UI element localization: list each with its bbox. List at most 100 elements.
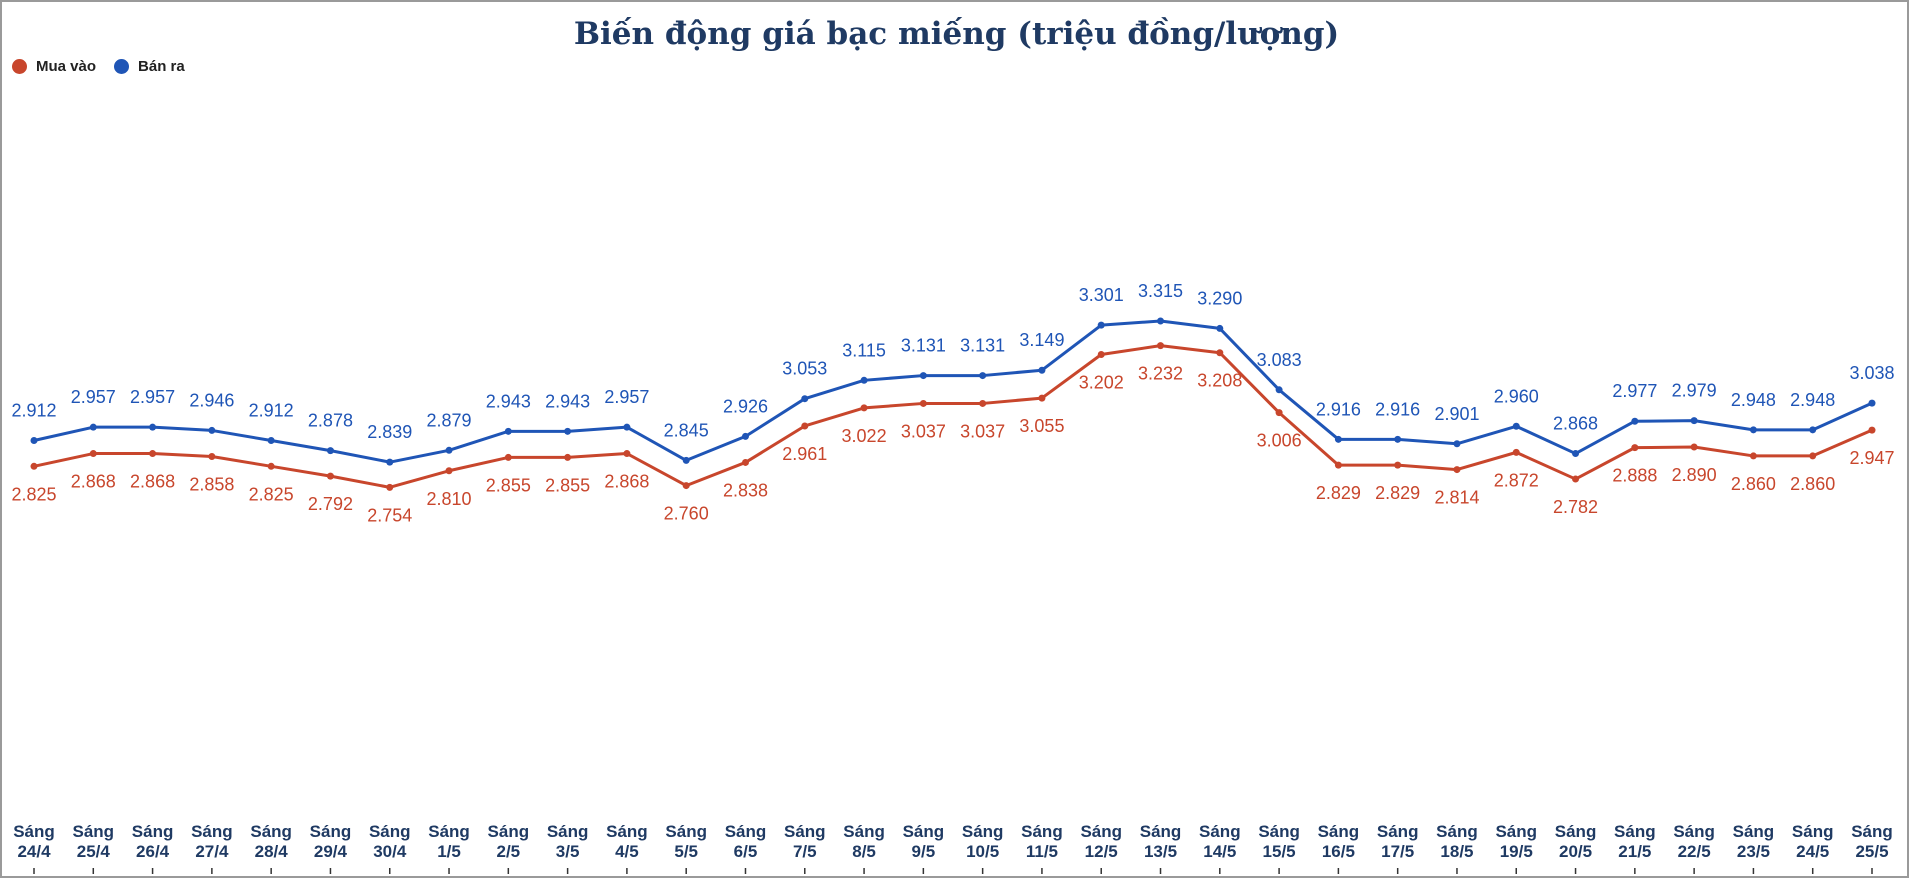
data-point bbox=[1334, 461, 1342, 469]
data-point bbox=[208, 426, 216, 434]
x-tick-label: Sáng 22/5 bbox=[1673, 822, 1715, 861]
data-point bbox=[801, 422, 809, 430]
data-label: 2.868 bbox=[130, 472, 175, 492]
x-tick-label: Sáng 5/5 bbox=[665, 822, 707, 861]
data-label: 3.037 bbox=[901, 421, 946, 441]
data-label: 2.943 bbox=[545, 391, 590, 411]
data-point bbox=[623, 450, 631, 458]
chart-title: Biến động giá bạc miếng (triệu đồng/lượn… bbox=[573, 16, 1340, 52]
x-tick-label: Sáng 20/5 bbox=[1555, 822, 1597, 861]
x-tick-label: Sáng 10/5 bbox=[962, 822, 1004, 861]
x-tick-label: Sáng 17/5 bbox=[1377, 822, 1419, 861]
data-point bbox=[504, 427, 512, 435]
series-line-0 bbox=[32, 344, 1874, 489]
data-point bbox=[1749, 426, 1757, 434]
x-tick-label: Sáng 19/5 bbox=[1495, 822, 1537, 861]
data-label: 2.839 bbox=[367, 422, 412, 442]
data-label: 3.202 bbox=[1079, 373, 1124, 393]
data-point bbox=[326, 472, 334, 480]
data-point bbox=[267, 437, 275, 445]
data-label: 2.912 bbox=[249, 401, 294, 421]
x-tick-label: Sáng 14/5 bbox=[1199, 822, 1241, 861]
data-label: 2.860 bbox=[1731, 474, 1776, 494]
data-label: 2.946 bbox=[189, 390, 234, 410]
x-tick-label: Sáng 2/5 bbox=[488, 822, 530, 861]
data-label: 2.860 bbox=[1790, 474, 1835, 494]
data-point bbox=[1572, 475, 1580, 483]
data-label: 2.926 bbox=[723, 396, 768, 416]
x-tick-label: Sáng 30/4 bbox=[369, 822, 411, 861]
data-point bbox=[1453, 440, 1461, 448]
data-label: 2.916 bbox=[1316, 399, 1361, 419]
data-label: 3.131 bbox=[901, 336, 946, 356]
data-point bbox=[564, 427, 572, 435]
data-label: 2.754 bbox=[367, 505, 412, 525]
data-label: 2.829 bbox=[1316, 483, 1361, 503]
data-point bbox=[1275, 409, 1283, 417]
data-point bbox=[1038, 366, 1046, 374]
data-point bbox=[919, 399, 927, 407]
data-point bbox=[386, 458, 394, 466]
data-label: 2.792 bbox=[308, 494, 353, 514]
data-label: 3.055 bbox=[1019, 416, 1064, 436]
data-point bbox=[919, 372, 927, 380]
data-label: 2.979 bbox=[1672, 381, 1717, 401]
legend-item-sell: Bán ra bbox=[114, 58, 185, 75]
x-tick-label: Sáng 24/5 bbox=[1792, 822, 1834, 861]
data-point bbox=[1394, 435, 1402, 443]
x-tick-label: Sáng 23/5 bbox=[1733, 822, 1775, 861]
series-line-1 bbox=[32, 319, 1874, 464]
data-point bbox=[860, 376, 868, 384]
data-point bbox=[979, 399, 987, 407]
data-point bbox=[741, 432, 749, 440]
data-point bbox=[149, 450, 157, 458]
data-label: 3.315 bbox=[1138, 281, 1183, 301]
data-point bbox=[445, 467, 453, 475]
data-label: 3.006 bbox=[1257, 431, 1302, 451]
data-label: 2.868 bbox=[604, 472, 649, 492]
data-point bbox=[1690, 417, 1698, 425]
data-point bbox=[1216, 349, 1224, 357]
data-point bbox=[1809, 426, 1817, 434]
data-point bbox=[1334, 435, 1342, 443]
data-label: 2.943 bbox=[486, 391, 531, 411]
data-point bbox=[623, 423, 631, 431]
data-label: 2.878 bbox=[308, 411, 353, 431]
data-point bbox=[386, 483, 394, 491]
x-tick-label: Sáng 8/5 bbox=[843, 822, 885, 861]
data-label: 2.868 bbox=[71, 472, 116, 492]
data-label: 3.022 bbox=[842, 426, 887, 446]
chart-legend: Mua vào Bán ra bbox=[12, 58, 203, 75]
x-tick-label: Sáng 24/4 bbox=[13, 822, 55, 861]
legend-item-buy: Mua vào bbox=[12, 58, 96, 75]
x-tick-label: Sáng 26/4 bbox=[132, 822, 174, 861]
x-tick-label: Sáng 27/4 bbox=[191, 822, 233, 861]
data-point bbox=[1512, 448, 1520, 456]
data-label: 3.232 bbox=[1138, 364, 1183, 384]
data-label: 2.845 bbox=[664, 420, 709, 440]
data-point bbox=[1216, 324, 1224, 332]
data-point bbox=[1157, 342, 1165, 350]
data-point bbox=[1275, 386, 1283, 394]
data-point bbox=[1097, 321, 1105, 329]
data-point bbox=[208, 453, 216, 461]
data-label: 3.149 bbox=[1019, 330, 1064, 350]
data-label: 2.760 bbox=[664, 504, 709, 524]
legend-sell-label: Bán ra bbox=[138, 58, 185, 75]
x-tick-label: Sáng 15/5 bbox=[1258, 822, 1300, 861]
data-label: 2.825 bbox=[11, 484, 56, 504]
data-label: 2.855 bbox=[545, 475, 590, 495]
data-label: 2.829 bbox=[1375, 483, 1420, 503]
data-point bbox=[1868, 426, 1876, 434]
x-tick-label: Sáng 25/5 bbox=[1851, 822, 1893, 861]
data-label: 2.868 bbox=[1553, 414, 1598, 434]
data-point bbox=[89, 423, 97, 431]
data-label: 2.960 bbox=[1494, 386, 1539, 406]
data-point bbox=[682, 482, 690, 490]
data-label: 2.814 bbox=[1434, 488, 1479, 508]
data-point bbox=[979, 372, 987, 380]
data-label: 3.131 bbox=[960, 336, 1005, 356]
data-label: 2.782 bbox=[1553, 497, 1598, 517]
x-tick-label: Sáng 7/5 bbox=[784, 822, 826, 861]
